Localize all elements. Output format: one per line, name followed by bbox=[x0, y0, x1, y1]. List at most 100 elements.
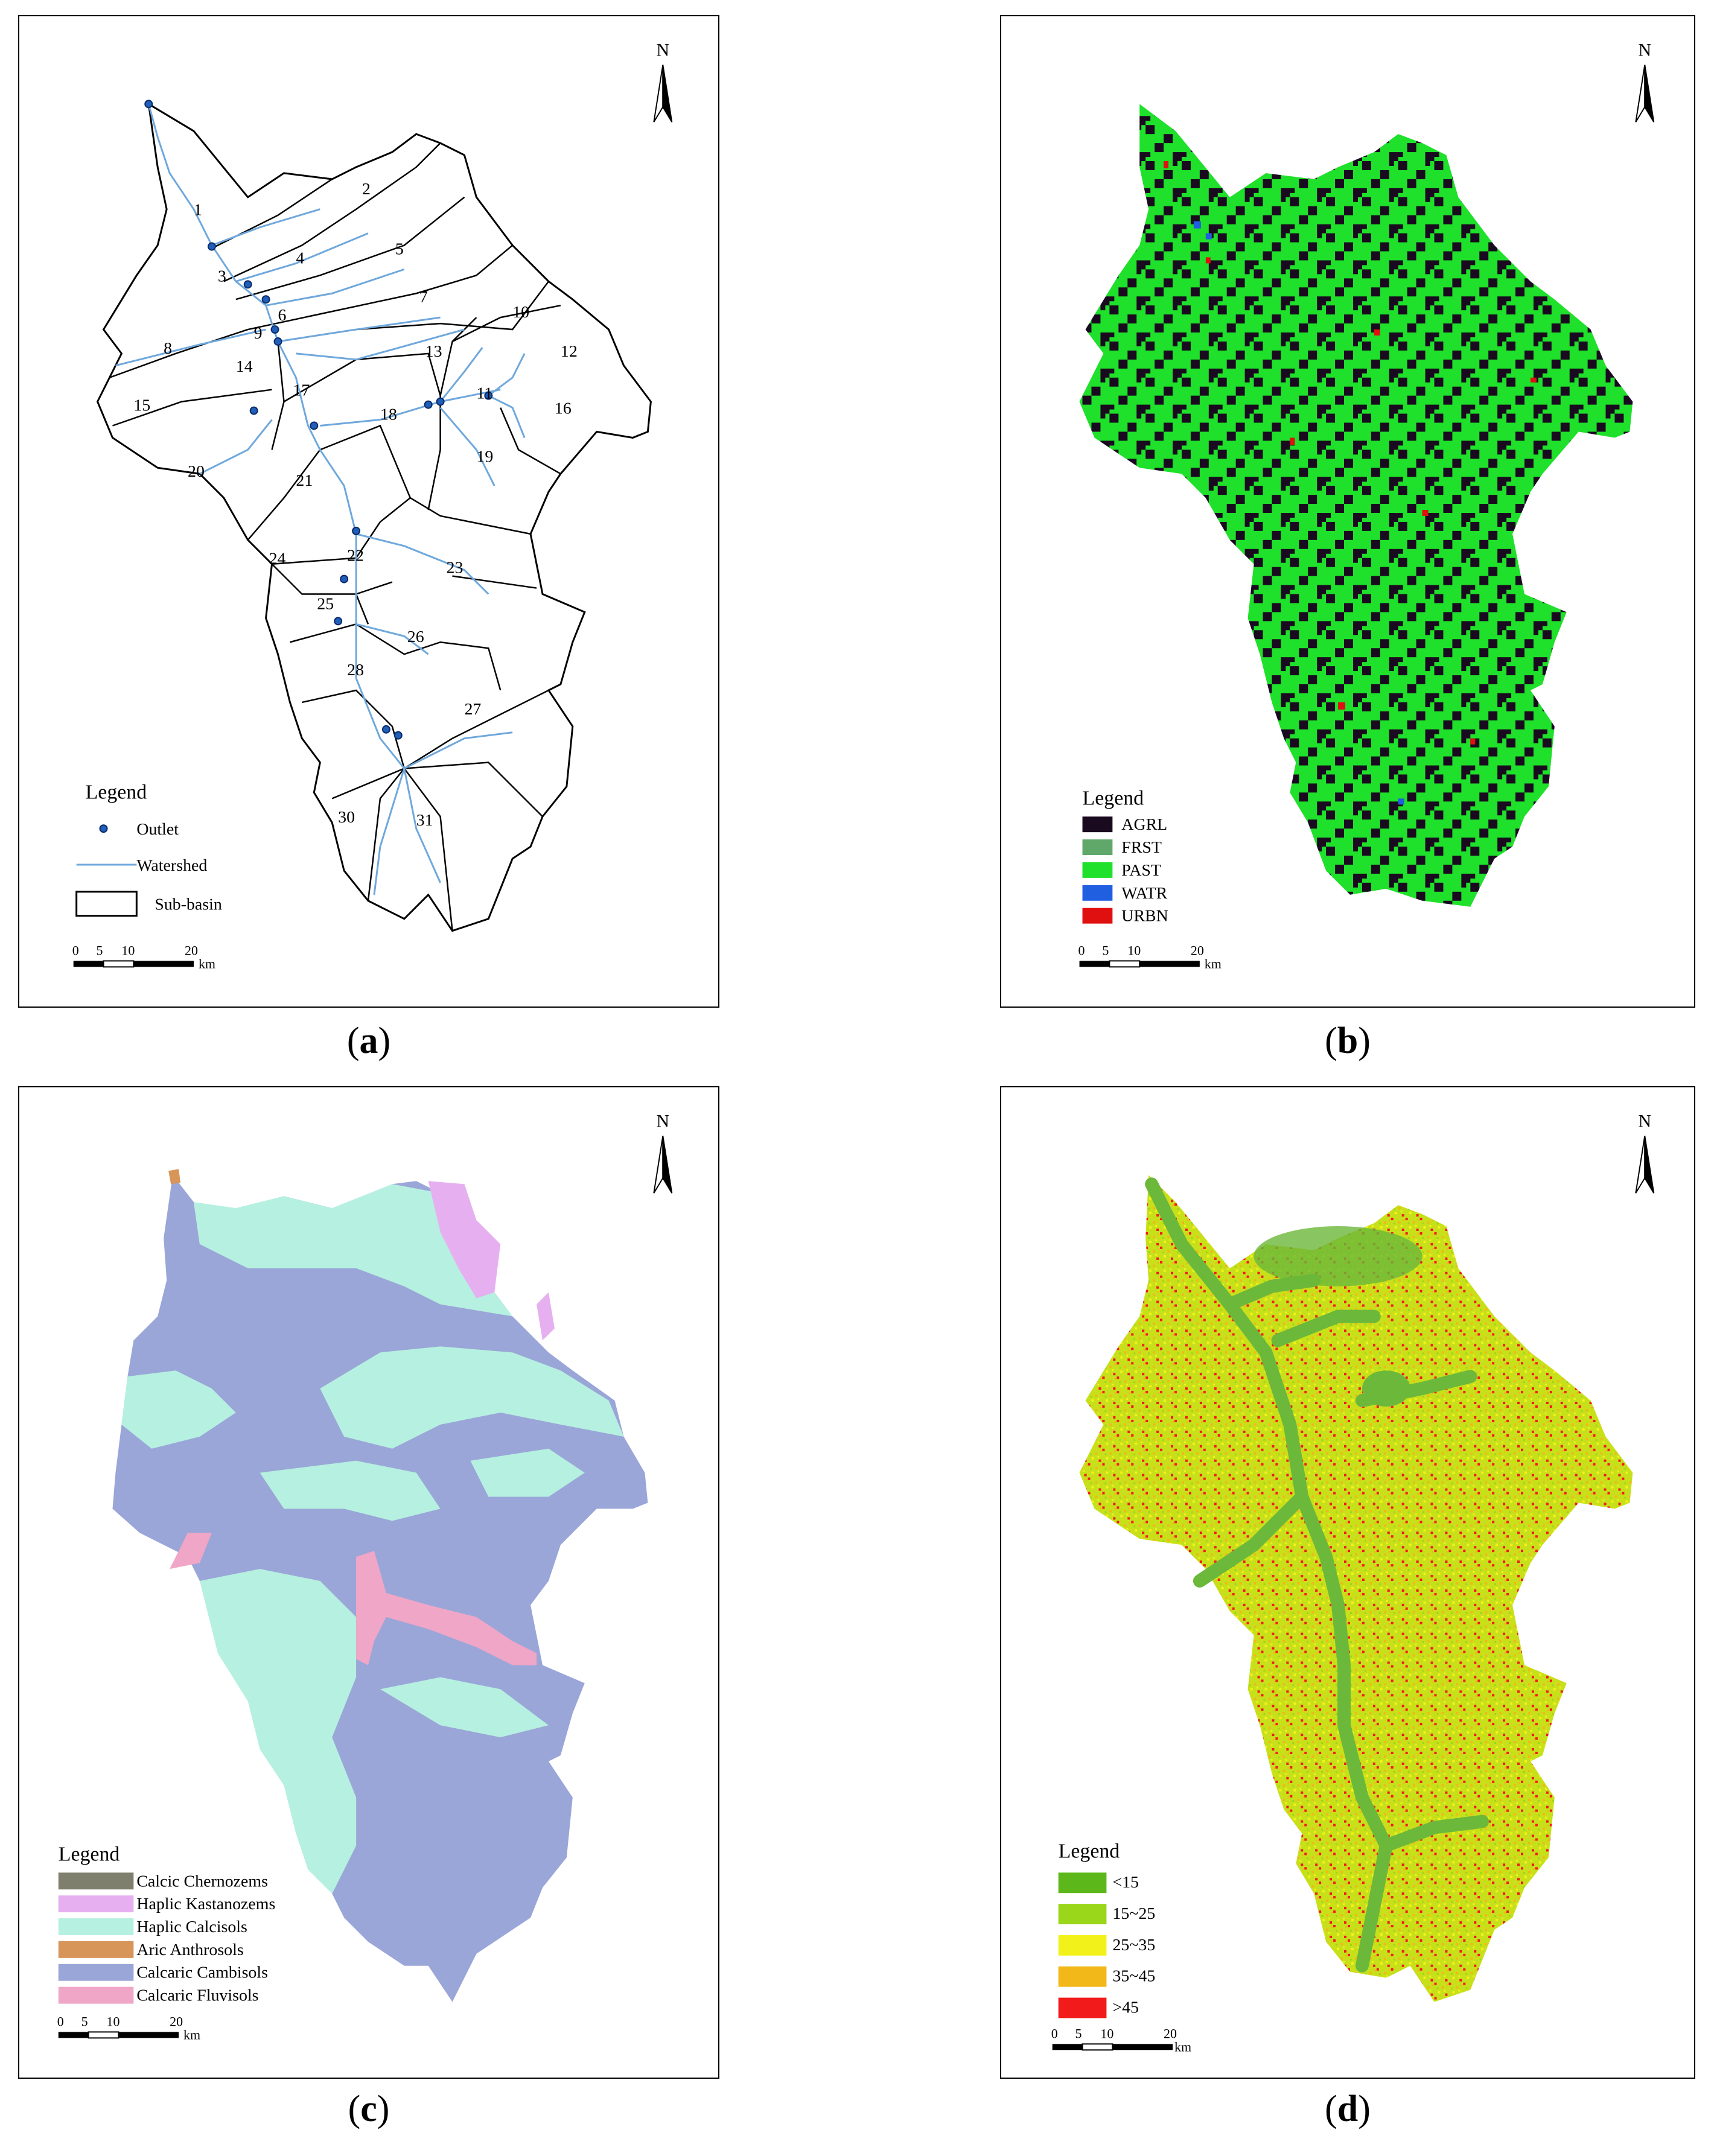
legend-swatch-frst bbox=[1082, 839, 1113, 856]
legend-item-outlet: Outlet bbox=[136, 820, 179, 839]
subbasin-label: 24 bbox=[269, 550, 286, 568]
legend-item-calcic-chernozems: Calcic Chernozems bbox=[136, 1872, 268, 1890]
landuse-raster bbox=[1079, 104, 1633, 907]
scale-bar: 0 5 10 20 km bbox=[72, 943, 215, 971]
legend-item-aric-anthrosols: Aric Anthrosols bbox=[136, 1941, 243, 1959]
legend-item-agrl: AGRL bbox=[1121, 815, 1167, 834]
panel-d-slope-map: N Legend <15 15~25 25~35 35~45 >45 0 5 1… bbox=[1000, 1086, 1695, 2079]
subbasin-label: 22 bbox=[347, 547, 364, 565]
legend: Legend AGRL FRST PAST WATR URBN bbox=[1082, 787, 1168, 926]
legend-swatch-calcaric-cambisols bbox=[58, 1964, 134, 1981]
scale-bar: 0 5 10 20 km bbox=[1051, 2026, 1191, 2054]
legend-title: Legend bbox=[59, 1843, 120, 1865]
legend-swatch-lt15 bbox=[1058, 1872, 1107, 1894]
subbasin-label: 7 bbox=[419, 288, 428, 307]
panel-c-soil-map: N Legend Calcic Chernozems Haplic Kastan… bbox=[18, 1086, 719, 2079]
svg-text:5: 5 bbox=[1102, 943, 1109, 958]
legend-item-calcaric-cambisols: Calcaric Cambisols bbox=[136, 1964, 268, 1982]
legend-swatch-25-35 bbox=[1058, 1935, 1107, 1956]
valley-floors bbox=[1145, 1177, 1489, 1973]
legend-item-frst: FRST bbox=[1121, 838, 1162, 857]
svg-text:0: 0 bbox=[1051, 2026, 1058, 2041]
svg-text:km: km bbox=[199, 956, 215, 971]
subbasin-label: 8 bbox=[164, 339, 172, 358]
subbasin-label: 19 bbox=[476, 447, 493, 466]
svg-text:5: 5 bbox=[97, 943, 103, 958]
soil-aric-anthrosols bbox=[168, 1169, 181, 1185]
svg-text:km: km bbox=[1205, 956, 1222, 971]
caption-a: (a) bbox=[346, 1020, 391, 1061]
legend-swatch-haplic-calcisols bbox=[58, 1918, 134, 1935]
plateau-area bbox=[1254, 1226, 1422, 1286]
legend-swatch-past bbox=[1082, 862, 1113, 878]
subbasin-label: 5 bbox=[395, 240, 404, 258]
svg-text:km: km bbox=[1174, 2039, 1191, 2054]
legend-item-lt15: <15 bbox=[1112, 1873, 1139, 1892]
water-patches bbox=[1193, 221, 1404, 805]
subbasin-label: 26 bbox=[407, 628, 424, 646]
legend-title: Legend bbox=[86, 781, 147, 803]
legend-swatch-agrl bbox=[1082, 816, 1113, 833]
caption-c: (c) bbox=[348, 2088, 390, 2129]
legend: Legend <15 15~25 25~35 35~45 >45 bbox=[1058, 1840, 1155, 2018]
subbasin-map-canvas: 1 2 3 4 5 6 7 8 9 10 11 12 13 14 15 16 1… bbox=[72, 40, 673, 971]
subbasin-label: 31 bbox=[416, 811, 433, 830]
subbasin-symbol-icon bbox=[75, 891, 138, 917]
legend-swatch-calcaric-fluvisols bbox=[58, 1986, 134, 2004]
caption-d: (d) bbox=[1325, 2088, 1371, 2129]
legend: Legend Outlet Watershed Sub-basin bbox=[75, 781, 222, 917]
subbasin-label: 21 bbox=[296, 471, 313, 490]
legend-swatch-35-45 bbox=[1058, 1966, 1107, 1987]
svg-text:20: 20 bbox=[185, 943, 198, 958]
subbasin-label: 28 bbox=[347, 661, 364, 679]
legend-item-15-25: 15~25 bbox=[1112, 1904, 1155, 1923]
legend-item-watershed: Watershed bbox=[136, 856, 207, 875]
svg-text:20: 20 bbox=[1164, 2026, 1177, 2041]
panel-a-subbasin-map: 1 2 3 4 5 6 7 8 9 10 11 12 13 14 15 16 1… bbox=[18, 15, 719, 1008]
slope-map-canvas: N Legend <15 15~25 25~35 35~45 >45 0 5 1… bbox=[1051, 1111, 1655, 2054]
scale-bar: 0 5 10 20 km bbox=[57, 2014, 200, 2042]
legend-title: Legend bbox=[1059, 1840, 1120, 1862]
subbasin-label: 27 bbox=[464, 700, 481, 719]
subbasin-label: 9 bbox=[254, 324, 263, 343]
soil-haplic-kastanozems bbox=[428, 1181, 555, 1341]
legend-item-calcaric-fluvisols: Calcaric Fluvisols bbox=[136, 1986, 258, 2005]
urban-patches bbox=[1164, 161, 1537, 745]
svg-text:N: N bbox=[657, 1111, 670, 1131]
landuse-map-canvas: N Legend AGRL FRST PAST WATR URBN 0 5 10… bbox=[1078, 40, 1655, 971]
legend-swatch-aric-anthrosols bbox=[58, 1941, 134, 1958]
legend: Legend Calcic Chernozems Haplic Kastanoz… bbox=[59, 1843, 276, 2005]
north-arrow-icon: N bbox=[1635, 1111, 1655, 1194]
svg-text:N: N bbox=[1638, 1111, 1651, 1131]
svg-text:10: 10 bbox=[1100, 2026, 1113, 2041]
svg-text:10: 10 bbox=[107, 2014, 120, 2029]
svg-text:km: km bbox=[183, 2027, 200, 2042]
subbasin-label: 3 bbox=[218, 267, 226, 285]
subbasin-label: 10 bbox=[512, 303, 529, 322]
svg-text:0: 0 bbox=[1078, 943, 1085, 958]
svg-text:5: 5 bbox=[81, 2014, 88, 2029]
subbasin-label: 6 bbox=[278, 306, 287, 325]
subbasin-label: 25 bbox=[317, 594, 334, 613]
subbasin-label: 2 bbox=[362, 180, 371, 199]
legend-item-haplic-kastanozems: Haplic Kastanozems bbox=[136, 1895, 275, 1913]
legend-item-past: PAST bbox=[1121, 861, 1161, 880]
svg-text:10: 10 bbox=[121, 943, 135, 958]
caption-b: (b) bbox=[1325, 1020, 1371, 1061]
soil-calcaric-fluvisols bbox=[170, 1533, 537, 1665]
subbasin-label: 1 bbox=[194, 201, 202, 220]
legend-swatch-15-25 bbox=[1058, 1904, 1107, 1925]
subbasin-label: 15 bbox=[133, 396, 150, 415]
legend-swatch-haplic-kastanozems bbox=[58, 1895, 134, 1913]
subbasin-labels: 1 2 3 4 5 6 7 8 9 10 11 12 13 14 15 16 1… bbox=[133, 180, 577, 830]
subbasin-label: 13 bbox=[425, 342, 442, 361]
subbasin-label: 18 bbox=[380, 405, 397, 424]
legend-swatch-calcic-chernozems bbox=[58, 1872, 134, 1890]
legend-item-haplic-calcisols: Haplic Calcisols bbox=[136, 1918, 247, 1936]
legend-item-watr: WATR bbox=[1121, 884, 1167, 903]
legend-title: Legend bbox=[1083, 787, 1144, 809]
subbasin-label: 30 bbox=[338, 808, 355, 827]
soil-haplic-calcisols bbox=[121, 1184, 624, 1894]
outlet-symbol-icon bbox=[99, 824, 108, 833]
subbasin-label: 11 bbox=[476, 384, 492, 403]
